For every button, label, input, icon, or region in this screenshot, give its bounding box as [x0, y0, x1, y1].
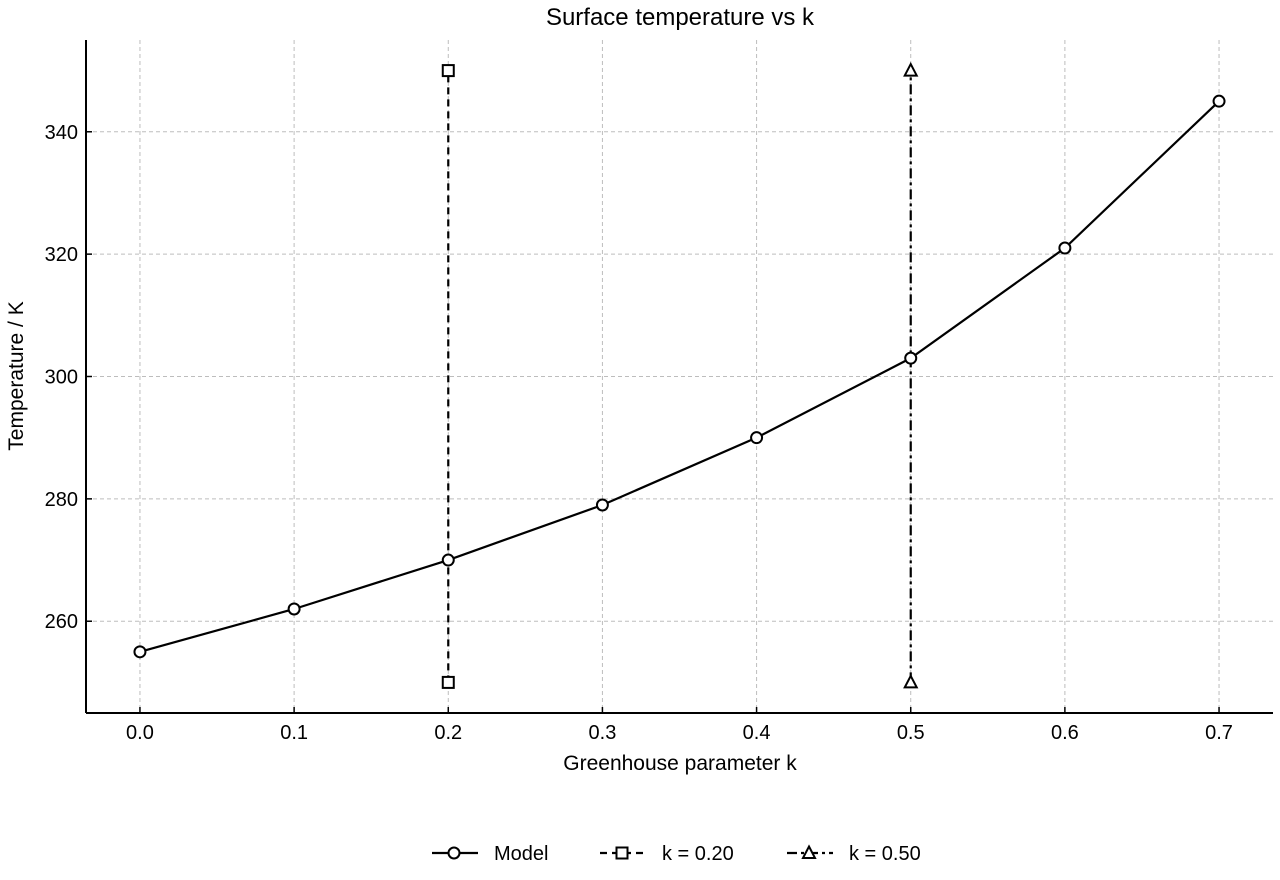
y-tick-label: 260 [45, 611, 78, 633]
legend-marker-0 [447, 846, 461, 860]
legend: Model k = 0.20 k = 0.50 [432, 843, 921, 865]
series-0-point [287, 602, 301, 616]
series-2-point [903, 61, 919, 77]
series-0-point [1212, 94, 1226, 108]
series-0-point [133, 645, 147, 659]
legend-label-0: Model [494, 843, 548, 865]
series-0-point [441, 553, 455, 567]
chart-title: Surface temperature vs k [546, 4, 815, 31]
x-tick-label: 0.3 [589, 722, 617, 744]
legend-label-2: k = 0.50 [849, 843, 921, 865]
y-tick-label: 340 [45, 122, 78, 144]
legend-marker-1 [615, 846, 629, 860]
series-0-point [750, 431, 764, 445]
y-tick-label: 300 [45, 367, 78, 389]
x-tick-label: 0.1 [280, 722, 308, 744]
x-tick-label: 0.4 [743, 722, 771, 744]
x-tick-label: 0.5 [897, 722, 925, 744]
series-0-point [595, 498, 609, 512]
y-tick-label: 320 [45, 244, 78, 266]
series-0-point [904, 351, 918, 365]
legend-marker-2 [801, 844, 817, 859]
x-tick-label: 0.0 [126, 722, 154, 744]
y-axis-label: Temperature / K [5, 301, 28, 450]
axes: 0.0 0.1 0.2 0.3 0.4 0.5 0.6 0.7 260 280 300 320 340 [45, 40, 1273, 744]
x-axis-label: Greenhouse parameter k [563, 752, 797, 775]
legend-label-1: k = 0.20 [662, 843, 734, 865]
y-tick-label: 280 [45, 489, 78, 511]
series-line-0 [139, 100, 1220, 653]
x-tick-label: 0.7 [1205, 722, 1233, 744]
x-tick-label: 0.2 [434, 722, 462, 744]
grid [86, 40, 1273, 713]
x-tick-label: 0.6 [1051, 722, 1079, 744]
series-2-point [903, 673, 919, 689]
plot-area [133, 61, 1226, 689]
series-1-point [441, 675, 455, 689]
series-1-point [441, 64, 455, 78]
series-0-point [1058, 241, 1072, 255]
